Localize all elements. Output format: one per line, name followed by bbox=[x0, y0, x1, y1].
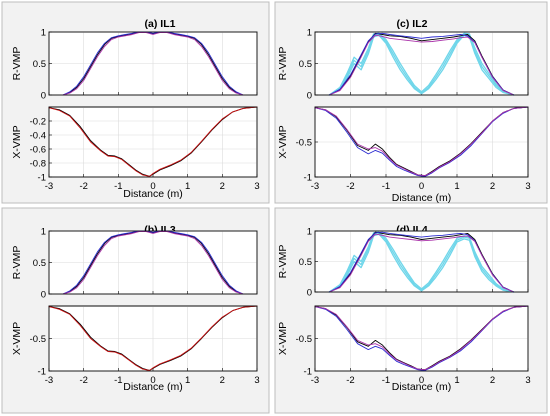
x-tick-label: -1 bbox=[114, 375, 122, 386]
y-tick-label: 0.5 bbox=[299, 257, 312, 268]
series-line-c-bottom-3 bbox=[314, 106, 529, 177]
y-tick-label: 1 bbox=[41, 27, 46, 38]
x-tick-label: 1 bbox=[185, 375, 190, 386]
x-tick-label: 2 bbox=[220, 375, 225, 386]
y-axis-label: R-VMP bbox=[11, 47, 23, 81]
x-tick-label: -3 bbox=[45, 181, 53, 192]
x-axis-label: Distance (m) bbox=[392, 381, 452, 393]
series-line-a-top-1 bbox=[62, 31, 244, 96]
series-line-d-top-3 bbox=[328, 233, 515, 293]
y-tick-label: 1 bbox=[307, 27, 312, 38]
x-tick-label: -3 bbox=[311, 181, 319, 192]
x-axis-label: Distance (m) bbox=[123, 188, 183, 200]
x-tick-label: -1 bbox=[382, 375, 390, 386]
y-axis-label: X-VMP bbox=[11, 125, 23, 158]
series-line-b-top-3 bbox=[62, 231, 244, 295]
x-tick-label: -2 bbox=[79, 375, 87, 386]
y-tick-label: -1 bbox=[38, 172, 46, 183]
y-tick-label: 1 bbox=[307, 226, 312, 237]
series-line-b-top-1 bbox=[62, 230, 244, 295]
x-tick-label: 0 bbox=[419, 181, 424, 192]
series-line-d-top-2 bbox=[328, 231, 515, 293]
series-line-a-bottom-2 bbox=[48, 106, 258, 177]
series-line-d-top-6 bbox=[328, 233, 515, 293]
y-tick-label: 0 bbox=[307, 287, 312, 298]
y-tick-label: -0.2 bbox=[30, 116, 46, 127]
x-tick-label: 2 bbox=[490, 181, 495, 192]
y-tick-label: 0.5 bbox=[33, 59, 46, 70]
y-tick-label: -0.8 bbox=[30, 158, 46, 169]
x-tick-label: -1 bbox=[382, 181, 390, 192]
x-tick-label: -3 bbox=[311, 375, 319, 386]
x-tick-label: 0 bbox=[419, 375, 424, 386]
series-line-d-bottom-3 bbox=[314, 305, 529, 371]
y-axis-label: R-VMP bbox=[277, 245, 289, 279]
y-tick-label: -1 bbox=[304, 172, 312, 183]
axes-border bbox=[314, 31, 529, 96]
series-line-a-top-3 bbox=[62, 32, 244, 96]
y-tick-label: 0.5 bbox=[33, 258, 46, 269]
y-tick-label: 1 bbox=[41, 226, 46, 237]
series-line-d-top-4 bbox=[328, 231, 515, 293]
y-tick-label: -0.5 bbox=[296, 137, 312, 148]
y-axis-label: R-VMP bbox=[277, 47, 289, 81]
x-tick-label: 0 bbox=[150, 181, 155, 192]
axes-border bbox=[314, 106, 529, 178]
panel-c: (c) IL2 0 0.5 1 R-VMP -0.5 -1 X-VMP -3 -2 -1 0 1 2 3 Di… bbox=[274, 1, 548, 204]
x-tick-label: -2 bbox=[346, 375, 354, 386]
axes-border bbox=[48, 305, 258, 372]
axes-border bbox=[314, 305, 529, 372]
y-tick-label: -0.6 bbox=[30, 144, 46, 155]
axes-border bbox=[48, 230, 258, 295]
x-tick-label: -2 bbox=[346, 181, 354, 192]
x-tick-label: 3 bbox=[254, 181, 259, 192]
y-tick-label: 0 bbox=[307, 90, 312, 101]
y-tick-label: 0 bbox=[41, 90, 46, 101]
series-line-c-top-3 bbox=[328, 34, 515, 96]
series-line-b-bottom-2 bbox=[48, 305, 258, 371]
y-axis-label: X-VMP bbox=[277, 125, 289, 158]
y-tick-label: -1 bbox=[38, 366, 46, 377]
x-tick-label: -1 bbox=[114, 181, 122, 192]
x-tick-label: 2 bbox=[490, 375, 495, 386]
y-axis-label: X-VMP bbox=[11, 322, 23, 355]
x-axis-label: Distance (m) bbox=[123, 381, 183, 393]
panel-title: (a) IL1 bbox=[145, 18, 176, 30]
y-tick-label: -1 bbox=[304, 366, 312, 377]
axes-border bbox=[314, 230, 529, 293]
series-line-a-top-2 bbox=[62, 31, 244, 96]
x-tick-label: 3 bbox=[525, 375, 530, 386]
y-tick-label: 0.5 bbox=[299, 59, 312, 70]
series-line-c-top-4 bbox=[328, 32, 515, 96]
x-tick-label: 3 bbox=[525, 181, 530, 192]
series-line-c-top-6 bbox=[328, 34, 515, 96]
x-tick-label: 1 bbox=[454, 181, 459, 192]
x-tick-label: 3 bbox=[254, 375, 259, 386]
x-tick-label: 1 bbox=[185, 181, 190, 192]
axes-border bbox=[48, 106, 258, 178]
y-tick-label: -0.5 bbox=[30, 334, 46, 345]
x-tick-label: -2 bbox=[79, 181, 87, 192]
x-tick-label: 2 bbox=[220, 181, 225, 192]
y-tick-label: -0.5 bbox=[296, 334, 312, 345]
series-line-b-top-2 bbox=[62, 230, 244, 295]
y-axis-label: R-VMP bbox=[11, 246, 23, 280]
y-axis-label: X-VMP bbox=[277, 322, 289, 355]
y-tick-label: -0.4 bbox=[30, 130, 46, 141]
x-tick-label: 1 bbox=[454, 375, 459, 386]
panel-a: (a) IL1 0 0.5 1 R-VMP -0.2 -0.4 -0.6 -0.8 -1 X-VMP… bbox=[1, 1, 270, 204]
series-line-c-bottom-2 bbox=[314, 106, 529, 177]
panel-title: (c) IL2 bbox=[397, 18, 428, 30]
x-axis-label: Distance (m) bbox=[392, 192, 452, 204]
y-tick-label: 0 bbox=[41, 289, 46, 300]
axes-border bbox=[48, 31, 258, 96]
x-tick-label: -3 bbox=[45, 375, 53, 386]
x-tick-label: 0 bbox=[150, 375, 155, 386]
series-line-c-top-2 bbox=[328, 32, 515, 96]
